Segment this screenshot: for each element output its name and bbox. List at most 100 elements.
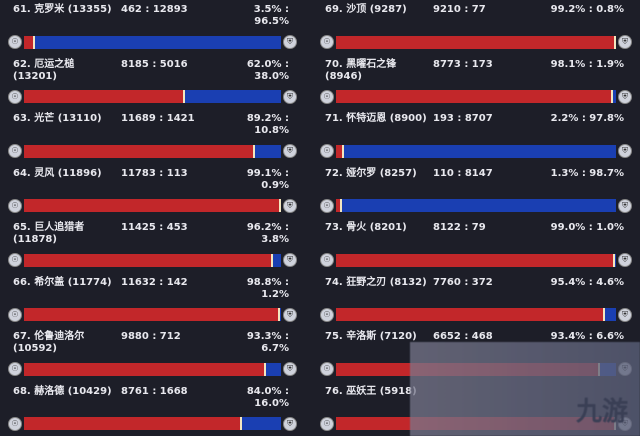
horde-bar <box>24 308 280 322</box>
faction-bar: ☉ ⛨ <box>320 252 632 268</box>
server-name: 67. 伦鲁迪洛尔 (10592) <box>13 331 85 355</box>
horde-icon: ☉ <box>8 144 22 159</box>
bar-track <box>24 417 281 431</box>
server-row: 66. 希尔盖 (11774) 11632 : 142 98.8% : 1.2%… <box>0 277 305 327</box>
population-ratio: 6652 : 468 <box>433 331 493 343</box>
server-name: 73. 骨火 (8201) <box>325 222 407 234</box>
left-column: 61. 克罗米 (13355) 462 : 12893 3.5% : 96.5%… <box>0 4 305 436</box>
server-row: 71. 怀特迈恩 (8900) 193 : 8707 2.2% : 97.8% … <box>312 113 640 163</box>
bar-track <box>24 35 281 49</box>
faction-bar: ☉ ⛨ <box>8 198 297 214</box>
horde-icon: ☉ <box>8 198 22 213</box>
population-ratio: 9880 : 712 <box>121 331 181 343</box>
server-name: 65. 巨人追猎者 (11878) <box>13 222 85 246</box>
percent-ratio: 98.1% : 1.9% <box>550 58 624 70</box>
server-name: 69. 沙顶 (9287) <box>325 4 407 15</box>
bar-track <box>336 35 616 49</box>
percent-ratio: 3.5% : 96.5% <box>253 4 289 27</box>
percent-ratio: 93.4% : 6.6% <box>550 331 624 343</box>
horde-bar <box>24 144 256 158</box>
horde-bar <box>336 308 606 322</box>
population-ratio: 8761 : 1668 <box>121 385 188 397</box>
percent-ratio: 95.4% : 4.6% <box>550 276 624 288</box>
percent-ratio: 89.2% : 10.8% <box>246 113 289 137</box>
percent-ratio: 98.8% : 1.2% <box>246 276 289 300</box>
watermark-text: 九游 <box>575 397 628 427</box>
horde-bar <box>24 199 281 213</box>
alliance-icon: ⛨ <box>618 144 632 159</box>
server-row: 73. 骨火 (8201) 8122 : 79 99.0% : 1.0% ☉ ⛨ <box>312 222 640 272</box>
faction-bar: ☉ ⛨ <box>320 198 632 214</box>
horde-bar <box>336 253 616 267</box>
horde-icon: ☉ <box>8 307 22 322</box>
percent-ratio: 99.0% : 1.0% <box>550 222 624 234</box>
server-name: 76. 巫妖王 (5918) <box>325 385 417 397</box>
alliance-icon: ⛨ <box>283 198 297 213</box>
bar-track <box>336 144 616 158</box>
faction-bar: ☉ ⛨ <box>8 89 297 105</box>
population-ratio: 11783 : 113 <box>121 167 188 179</box>
alliance-icon: ⛨ <box>283 253 297 268</box>
population-ratio: 11689 : 1421 <box>121 113 195 125</box>
faction-bar: ☉ ⛨ <box>8 143 297 159</box>
percent-ratio: 1.3% : 98.7% <box>550 167 624 179</box>
faction-bar: ☉ ⛨ <box>8 34 297 50</box>
horde-bar <box>336 144 345 158</box>
server-name: 63. 光芒 (13110) <box>13 113 102 125</box>
server-name: 66. 希尔盖 (11774) <box>13 276 112 288</box>
faction-bar: ☉ ⛨ <box>320 307 632 323</box>
horde-bar <box>24 90 186 104</box>
bar-track <box>24 90 281 104</box>
server-row: 69. 沙顶 (9287) 9210 : 77 99.2% : 0.8% ☉ ⛨ <box>312 4 640 54</box>
bar-track <box>336 199 616 213</box>
horde-bar <box>336 90 613 104</box>
bar-track <box>24 199 281 213</box>
population-ratio: 193 : 8707 <box>433 113 493 125</box>
server-row: 68. 赫洛德 (10429) 8761 : 1668 84.0% : 16.0… <box>0 386 305 436</box>
server-name: 75. 辛洛斯 (7120) <box>325 331 417 343</box>
alliance-icon: ⛨ <box>283 362 297 377</box>
server-name: 71. 怀特迈恩 (8900) <box>325 113 427 125</box>
server-name: 61. 克罗米 (13355) <box>13 4 112 15</box>
faction-bar: ☉ ⛨ <box>320 143 632 159</box>
horde-icon: ☉ <box>8 253 22 268</box>
alliance-icon: ⛨ <box>618 198 632 213</box>
server-name: 62. 厄运之槌 (13201) <box>13 58 75 82</box>
horde-bar <box>24 362 266 376</box>
bar-track <box>24 144 281 158</box>
percent-ratio: 96.2% : 3.8% <box>246 222 289 246</box>
server-row: 67. 伦鲁迪洛尔 (10592) 9880 : 712 93.3% : 6.7… <box>0 331 305 381</box>
population-ratio: 8773 : 173 <box>433 58 493 70</box>
horde-bar <box>336 35 616 49</box>
server-row: 65. 巨人追猎者 (11878) 11425 : 453 96.2% : 3.… <box>0 222 305 272</box>
bar-track <box>336 308 616 322</box>
bar-track <box>336 90 616 104</box>
horde-icon: ☉ <box>8 416 22 431</box>
watermark-logo: 九游 <box>410 342 640 436</box>
bar-track <box>24 253 281 267</box>
faction-bar: ☉ ⛨ <box>320 34 632 50</box>
horde-bar <box>24 417 242 431</box>
population-ratio: 7760 : 372 <box>433 276 493 288</box>
server-name: 70. 黑曜石之锋 (8946) <box>325 58 397 82</box>
horde-icon: ☉ <box>320 416 334 431</box>
faction-bar: ☉ ⛨ <box>8 252 297 268</box>
faction-bar: ☉ ⛨ <box>8 361 297 377</box>
server-row: 64. 灵风 (11896) 11783 : 113 99.1% : 0.9% … <box>0 168 305 218</box>
horde-icon: ☉ <box>8 362 22 377</box>
percent-ratio: 99.2% : 0.8% <box>550 4 624 15</box>
alliance-icon: ⛨ <box>283 35 297 49</box>
horde-icon: ☉ <box>320 253 334 268</box>
bar-track <box>24 362 281 376</box>
population-ratio: 462 : 12893 <box>121 4 188 15</box>
percent-ratio: 99.1% : 0.9% <box>246 167 289 191</box>
alliance-icon: ⛨ <box>283 416 297 431</box>
alliance-icon: ⛨ <box>618 253 632 268</box>
bar-track <box>24 308 281 322</box>
horde-bar <box>336 199 342 213</box>
bar-track <box>336 253 616 267</box>
population-ratio: 11632 : 142 <box>121 276 188 288</box>
horde-icon: ☉ <box>8 89 22 104</box>
server-name: 74. 狂野之刃 (8132) <box>325 276 427 288</box>
horde-bar <box>24 35 35 49</box>
